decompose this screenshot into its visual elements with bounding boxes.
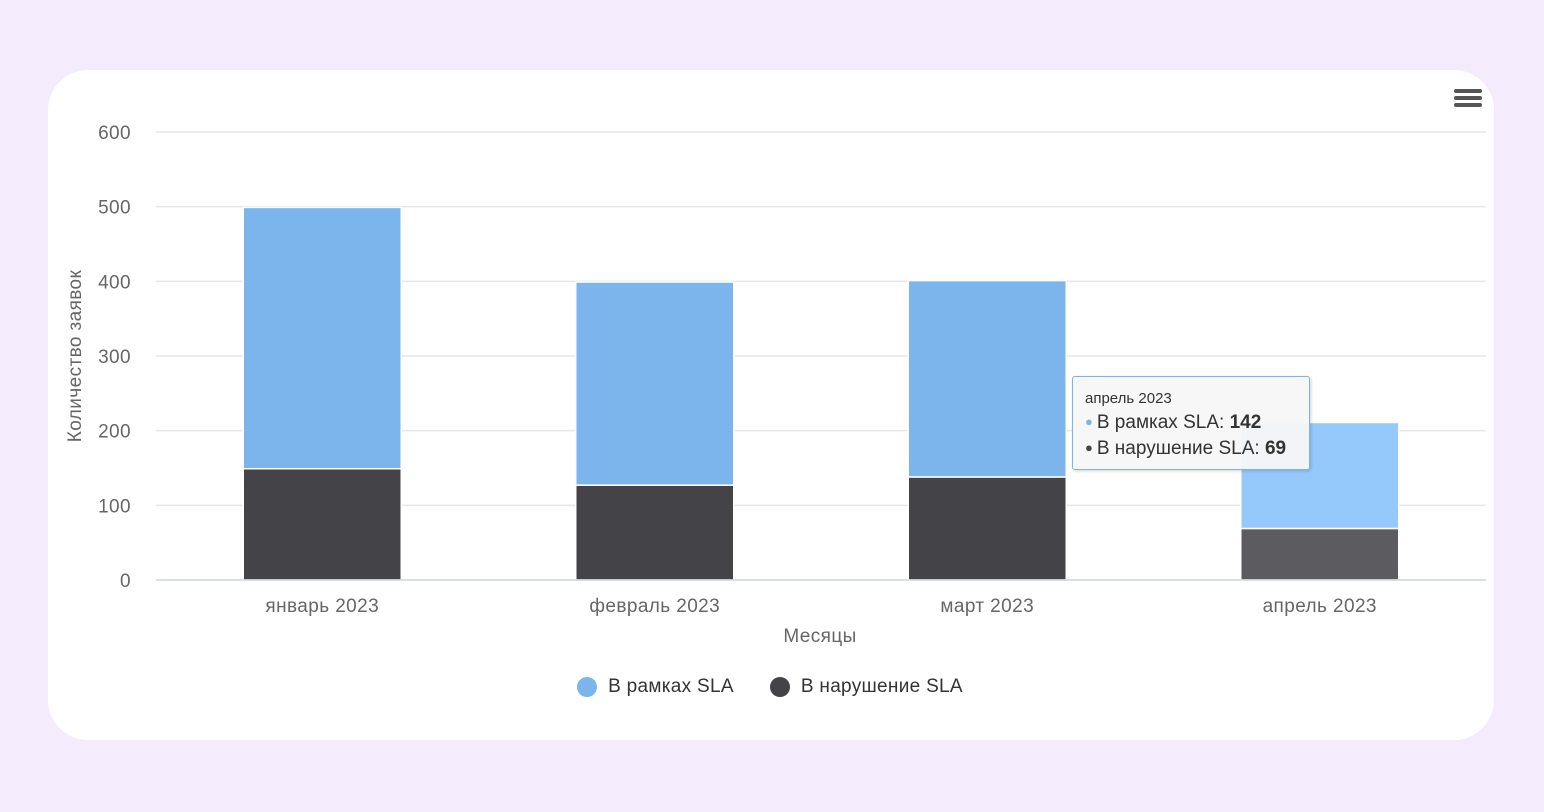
tooltip-row-in-sla: ● В рамках SLA: 142 xyxy=(1085,412,1262,433)
legend-item-in-sla[interactable]: В рамках SLA xyxy=(577,676,734,698)
bar-breach-sla[interactable] xyxy=(242,467,402,581)
x-tick-label: март 2023 xyxy=(940,596,1034,617)
x-tick-label: февраль 2023 xyxy=(589,596,720,617)
menu-icon-bar xyxy=(1454,96,1482,100)
y-tick-label: 400 xyxy=(98,272,131,293)
bar-breach-sla[interactable] xyxy=(575,484,735,581)
x-axis-ticks: январь 2023 февраль 2023 март 2023 апрель 2… xyxy=(265,596,1376,617)
x-tick-label: январь 2023 xyxy=(265,596,379,617)
tooltip-label: В рамках SLA xyxy=(1096,412,1219,433)
bars xyxy=(242,206,1400,581)
legend-label: В рамках SLA xyxy=(608,676,734,697)
y-tick-label: 100 xyxy=(98,496,131,517)
y-tick-label: 600 xyxy=(98,123,131,144)
x-tick-label: апрель 2023 xyxy=(1263,596,1377,617)
legend-marker-icon xyxy=(769,677,790,697)
y-axis-ticks: 0 100 200 300 400 500 600 xyxy=(98,123,131,592)
tooltip: апрель 2023 ● В рамках SLA: 142 ● В наруше… xyxy=(1072,376,1310,470)
chart-menu-button[interactable] xyxy=(1452,86,1484,112)
bar-in-sla[interactable] xyxy=(575,281,735,486)
y-axis-title: Количество заявок xyxy=(65,270,86,443)
legend-marker-icon xyxy=(577,677,598,697)
legend-item-breach-sla[interactable]: В нарушение SLA xyxy=(769,676,963,698)
tooltip-value: 69 xyxy=(1264,438,1287,459)
y-tick-label: 200 xyxy=(98,422,131,443)
legend: В рамках SLA В нарушение SLA xyxy=(0,676,1542,698)
y-tick-label: 0 xyxy=(120,571,131,592)
y-tick-label: 300 xyxy=(98,347,131,368)
bar-in-sla[interactable] xyxy=(907,279,1067,478)
bar-breach-sla[interactable] xyxy=(907,476,1067,581)
tooltip-dot-in-sla: ● xyxy=(1085,414,1093,429)
legend-label: В нарушение SLA xyxy=(800,676,963,697)
tooltip-label: В нарушение SLA xyxy=(1096,438,1255,459)
bar-breach-sla[interactable] xyxy=(1240,527,1400,581)
tooltip-header: апрель 2023 xyxy=(1085,390,1172,407)
tooltip-dot-breach-sla: ● xyxy=(1085,440,1093,455)
bar-in-sla[interactable] xyxy=(242,206,402,470)
menu-icon-bar xyxy=(1454,89,1482,93)
tooltip-row-breach-sla: ● В нарушение SLA: 69 xyxy=(1085,438,1287,459)
y-tick-label: 500 xyxy=(98,198,131,219)
tooltip-value: 142 xyxy=(1229,412,1262,433)
menu-icon-bar xyxy=(1454,103,1482,107)
x-axis-title: Месяцы xyxy=(783,626,856,647)
